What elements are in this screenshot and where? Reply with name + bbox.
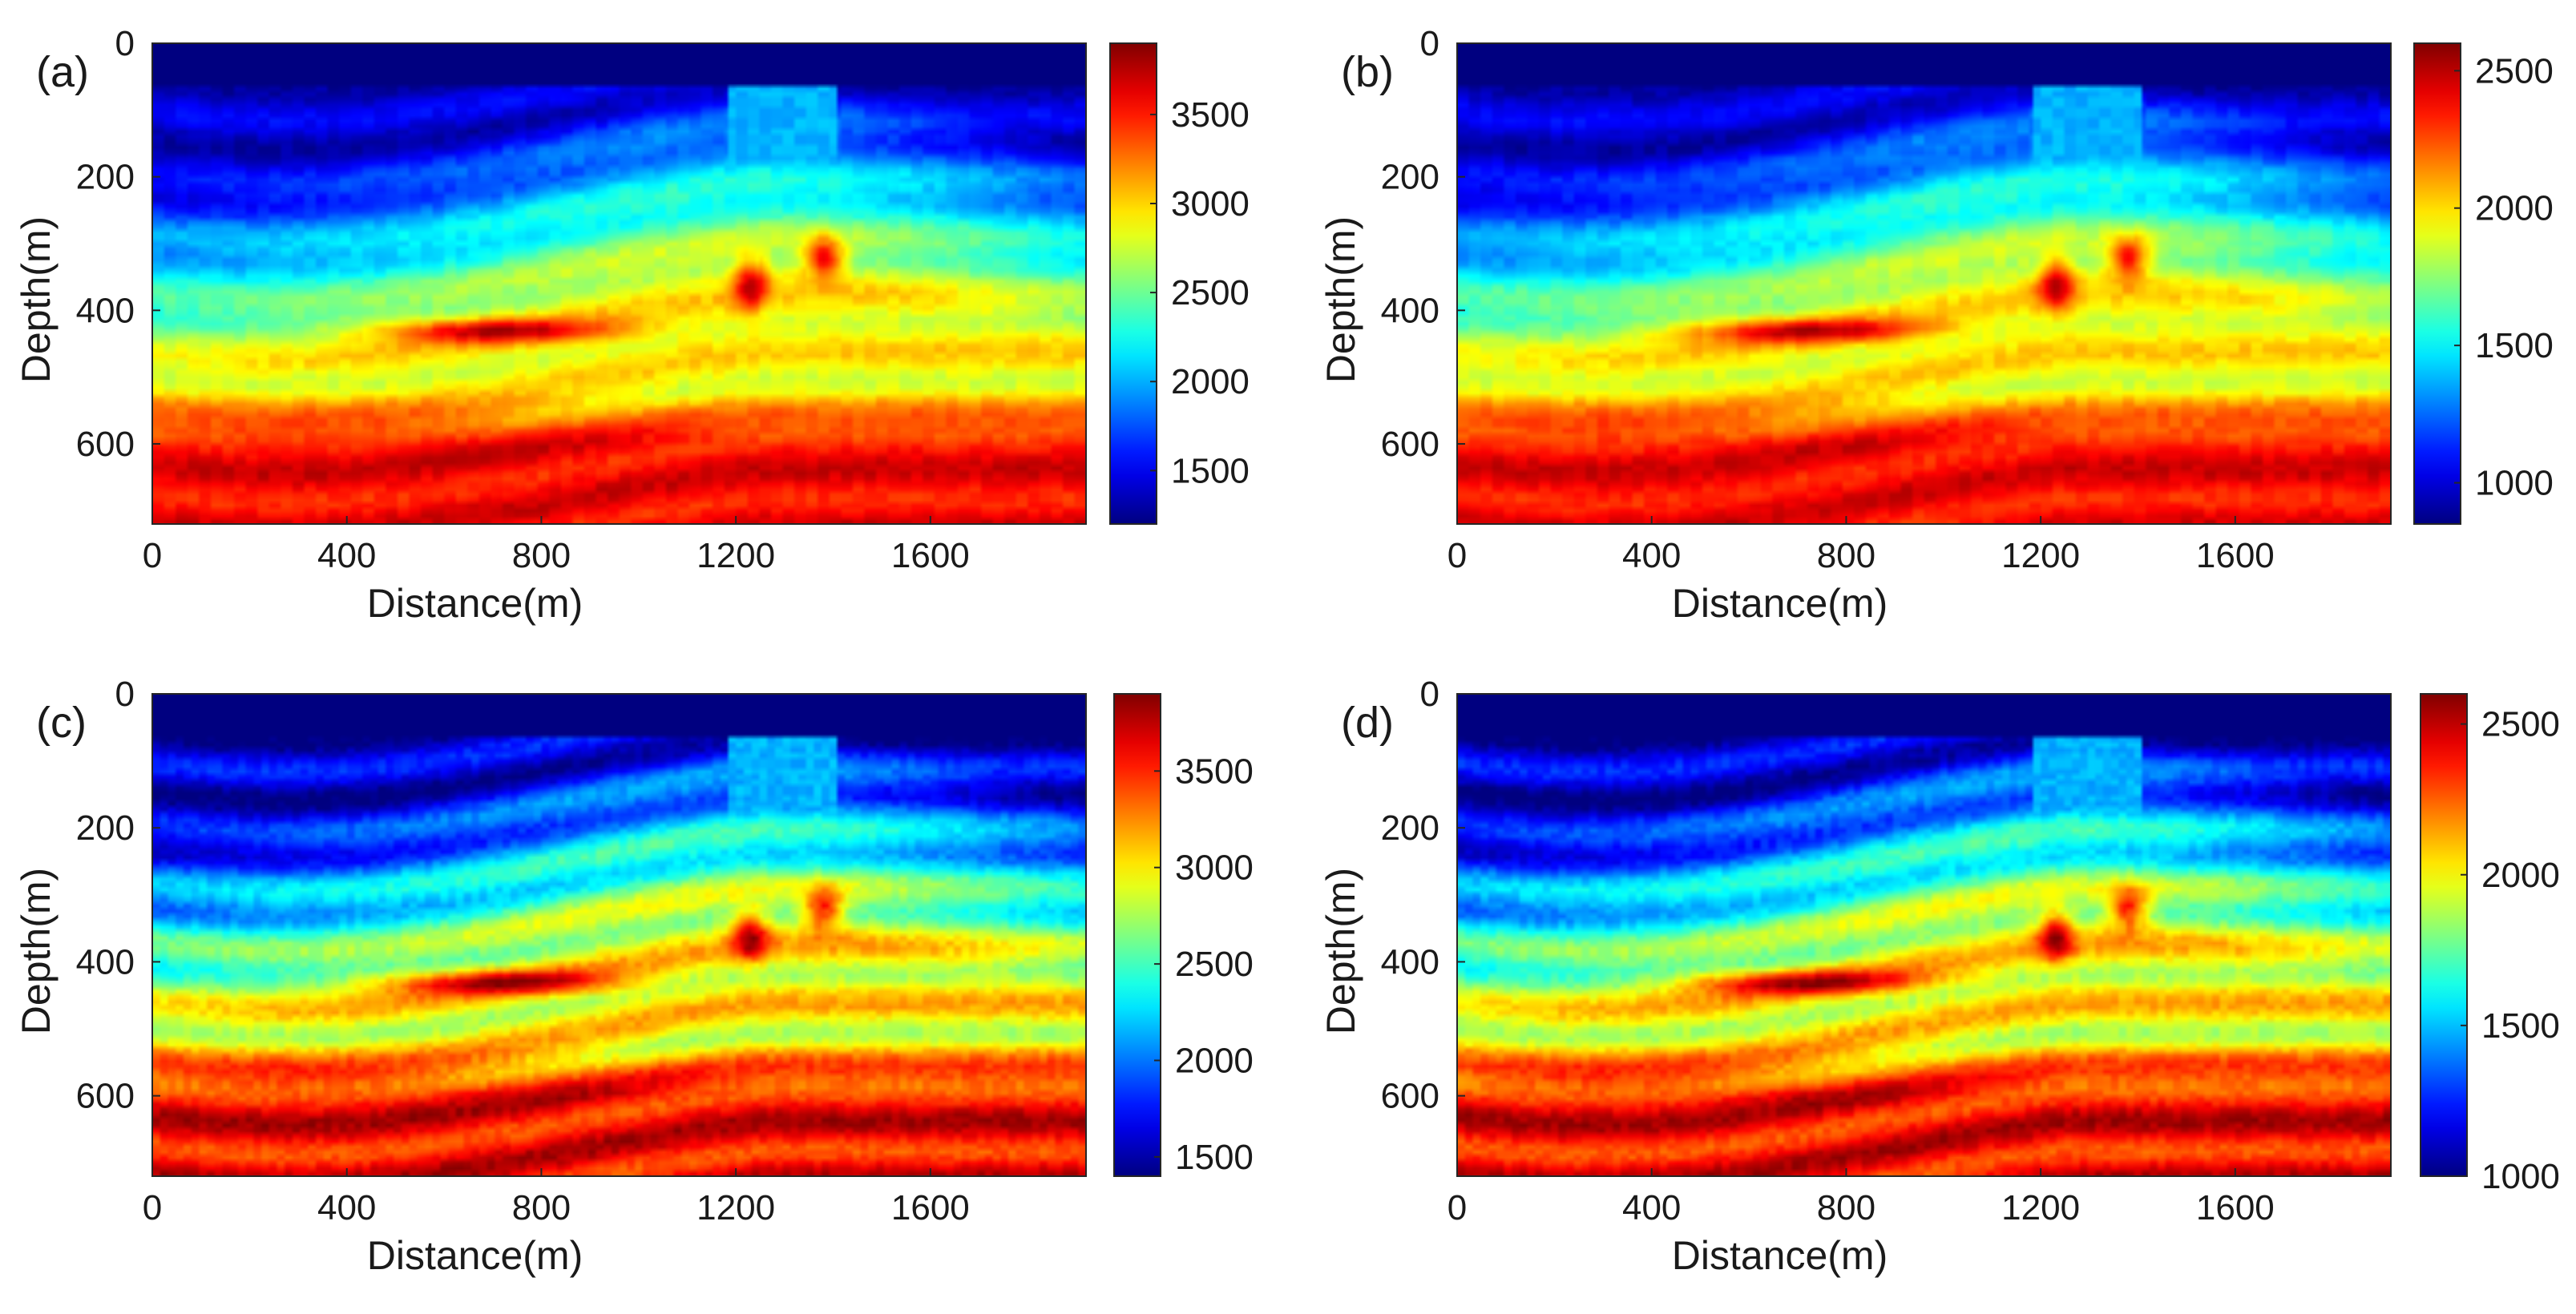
x-axis-label: Distance(m) <box>367 581 583 626</box>
colorbar-tick-label: 2000 <box>2475 189 2554 228</box>
panel-label: (c) <box>36 699 87 747</box>
y-axis-label: Depth(m) <box>14 868 59 1034</box>
y-tick-label: 600 <box>1381 425 1439 464</box>
y-tick-label: 200 <box>76 808 135 848</box>
colorbar-tick-label: 1500 <box>1175 1138 1254 1177</box>
y-tick-label: 0 <box>115 24 135 63</box>
y-tick-label: 200 <box>1381 158 1439 197</box>
y-axis-label: Depth(m) <box>1318 868 1363 1034</box>
x-tick-label: 400 <box>317 536 376 575</box>
heatmap-image <box>1457 43 2391 524</box>
colorbar-tick-label: 1000 <box>2481 1157 2560 1196</box>
x-tick-label: 1200 <box>696 1188 775 1227</box>
colorbar-tick-label: 1500 <box>1171 451 1250 490</box>
x-tick-label: 400 <box>1622 1188 1681 1227</box>
y-tick-label: 600 <box>76 1077 135 1116</box>
x-tick-label: 800 <box>512 1188 571 1227</box>
y-axis-label: Depth(m) <box>1318 216 1363 383</box>
colorbar-tick-label: 2000 <box>1175 1042 1254 1081</box>
colorbar-tick-label: 2500 <box>1175 945 1254 984</box>
x-tick-label: 800 <box>1817 536 1875 575</box>
x-axis-label: Distance(m) <box>1672 1233 1888 1278</box>
x-tick-label: 1200 <box>2001 536 2080 575</box>
heatmap-image <box>1457 694 2391 1176</box>
panel-label: (a) <box>36 48 89 96</box>
panel-label: (d) <box>1341 699 1394 747</box>
colorbar <box>2420 693 2468 1177</box>
panel-d: 0 400 800 1200 1600 0 200 400 600 Distance(m) Dept… <box>1318 675 2560 1278</box>
x-tick-label: 0 <box>143 1188 162 1227</box>
x-tick-label: 0 <box>1447 536 1467 575</box>
y-tick-label: 600 <box>1381 1077 1439 1116</box>
colorbar-tick-label: 3000 <box>1171 184 1250 224</box>
colorbar-tick-label: 1000 <box>2475 464 2554 503</box>
x-tick-label: 800 <box>512 536 571 575</box>
colorbar-tick-label: 1500 <box>2481 1006 2560 1046</box>
y-tick-label: 400 <box>76 942 135 981</box>
y-tick-label: 200 <box>1381 808 1439 848</box>
colorbar-tick-label: 2500 <box>2481 705 2560 744</box>
x-tick-label: 1200 <box>2001 1188 2080 1227</box>
x-axis-label: Distance(m) <box>367 1233 583 1278</box>
colorbar-tick-label: 1500 <box>2475 326 2554 365</box>
heatmap-image <box>152 694 1086 1176</box>
panel-label: (b) <box>1341 48 1394 96</box>
y-axis-label: Depth(m) <box>14 216 59 383</box>
colorbar-tick-label: 2000 <box>2481 856 2560 895</box>
x-tick-label: 400 <box>317 1188 376 1227</box>
panel-c: 0 400 800 1200 1600 0 200 400 600 Distance(m) Dept… <box>14 675 1254 1278</box>
y-tick-label: 400 <box>1381 291 1439 330</box>
x-tick-label: 1600 <box>2196 1188 2275 1227</box>
colorbar-tick-label: 3500 <box>1171 95 1250 135</box>
colorbar-tick-label: 3000 <box>1175 848 1254 888</box>
y-tick-label: 400 <box>1381 942 1439 981</box>
colorbar-tick-label: 2500 <box>2475 51 2554 91</box>
x-tick-label: 1600 <box>2196 536 2275 575</box>
x-tick-label: 400 <box>1622 536 1681 575</box>
heatmap-image <box>152 43 1086 524</box>
axes-frame <box>151 42 1087 525</box>
colorbar-tick-label: 3500 <box>1175 752 1254 791</box>
panel-b: 0 400 800 1200 1600 0 200 400 600 Distance(m) Dept… <box>1318 24 2554 626</box>
colorbar-tick-label: 2500 <box>1171 273 1250 312</box>
y-tick-label: 600 <box>76 425 135 464</box>
x-tick-label: 1600 <box>891 1188 970 1227</box>
y-tick-label: 400 <box>76 291 135 330</box>
y-tick-label: 0 <box>115 675 135 714</box>
colorbar <box>1113 693 1161 1177</box>
axes-frame <box>1456 42 2392 525</box>
axes-frame <box>151 693 1087 1177</box>
colorbar-tick-label: 2000 <box>1171 362 1250 401</box>
y-tick-label: 200 <box>76 158 135 197</box>
colorbar <box>2413 42 2461 525</box>
colorbar <box>1109 42 1157 525</box>
x-tick-label: 1600 <box>891 536 970 575</box>
x-tick-label: 0 <box>143 536 162 575</box>
y-tick-label: 0 <box>1420 675 1439 714</box>
panel-a: 0 400 800 1200 1600 0 200 400 600 Distance(m) Dept… <box>14 24 1250 626</box>
x-axis-label: Distance(m) <box>1672 581 1888 626</box>
x-tick-label: 0 <box>1447 1188 1467 1227</box>
x-tick-label: 1200 <box>696 536 775 575</box>
x-tick-label: 800 <box>1817 1188 1875 1227</box>
axes-frame <box>1456 693 2392 1177</box>
y-tick-label: 0 <box>1420 24 1439 63</box>
